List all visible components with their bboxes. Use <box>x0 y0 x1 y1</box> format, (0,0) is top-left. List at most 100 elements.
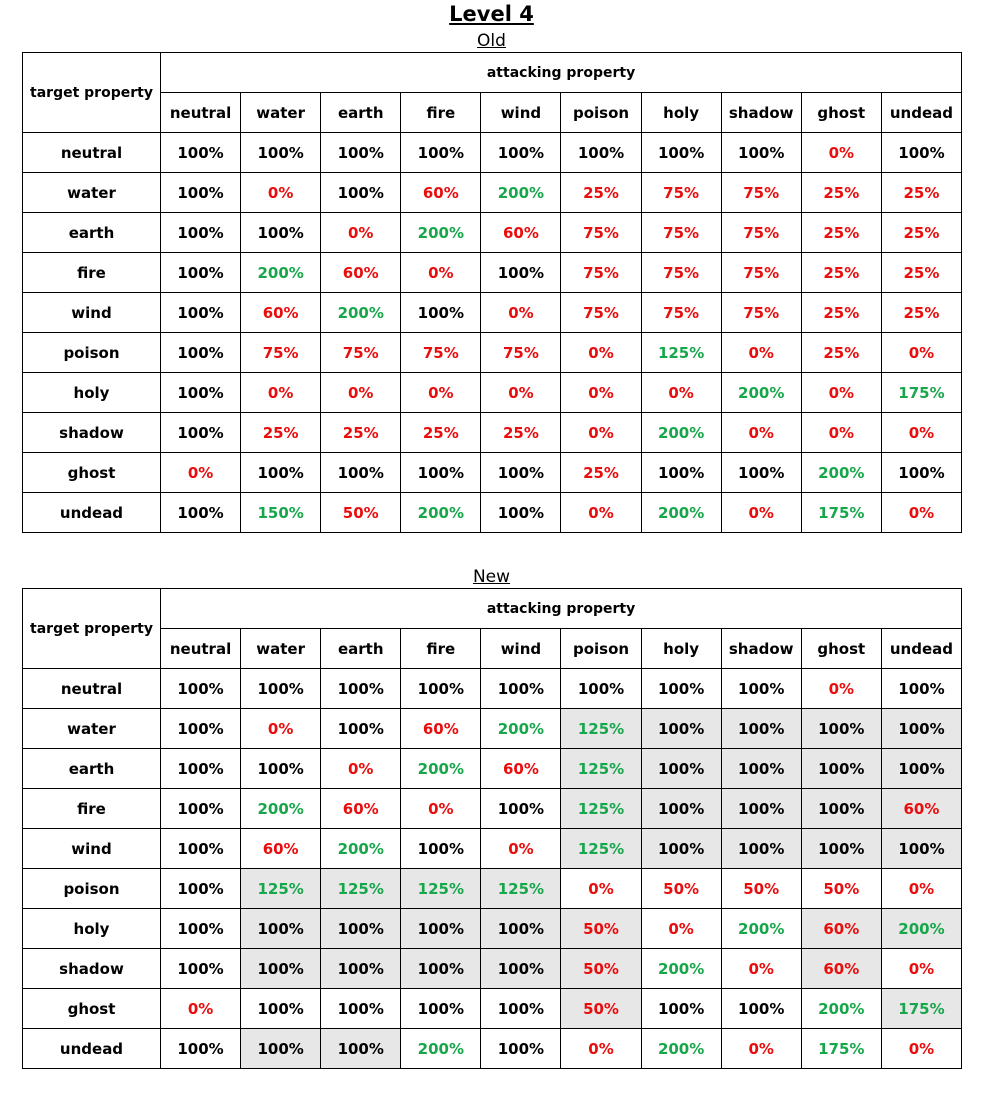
table-cell: 100% <box>720 748 802 789</box>
table-cell: 100% <box>720 668 802 709</box>
row-label-water: water <box>22 708 161 749</box>
column-header-ghost: ghost <box>800 92 882 133</box>
table-cell: 100% <box>640 748 722 789</box>
old-table-label: Old <box>477 31 506 51</box>
column-header-fire: fire <box>400 92 482 133</box>
table-cell: 175% <box>880 988 963 1029</box>
table-cell: 0% <box>720 332 802 373</box>
table-cell: 60% <box>400 708 482 749</box>
row-label-holy: holy <box>22 372 161 413</box>
table-cell: 100% <box>400 292 482 333</box>
table-cell: 0% <box>159 452 242 493</box>
table-cell: 50% <box>640 868 722 909</box>
table-cell: 125% <box>560 708 642 749</box>
table-row: water 100% 0% 100% 60% 200% 125% 100% 100% 100% 10… <box>22 708 963 749</box>
table-cell: 125% <box>480 868 562 909</box>
table-cell: 100% <box>320 908 402 949</box>
table-row: undead 100% 150% 50% 200% 100% 0% 200% 0% 175% 0% <box>22 492 963 533</box>
table-row: neutral 100% 100% 100% 100% 100% 100% 100% 100% 0… <box>22 668 963 709</box>
table-cell: 100% <box>400 908 482 949</box>
table-cell: 100% <box>159 172 242 213</box>
table-cell: 100% <box>560 668 642 709</box>
table-cell: 100% <box>320 452 402 493</box>
table-cell: 100% <box>320 132 402 173</box>
row-label-ghost: ghost <box>22 988 161 1029</box>
table-cell: 0% <box>320 748 402 789</box>
table-cell: 100% <box>159 412 242 453</box>
table-cell: 200% <box>320 828 402 869</box>
table-cell: 25% <box>400 412 482 453</box>
table-cell: 100% <box>480 988 562 1029</box>
table-cell: 100% <box>400 828 482 869</box>
table-cell: 100% <box>480 1028 562 1069</box>
table-cell: 0% <box>400 788 482 829</box>
table-cell: 100% <box>400 452 482 493</box>
table-cell: 100% <box>159 1028 242 1069</box>
table-cell: 200% <box>640 948 722 989</box>
table-cell: 100% <box>240 988 322 1029</box>
table-cell: 0% <box>720 1028 802 1069</box>
table-cell: 100% <box>800 788 882 829</box>
table-cell: 100% <box>880 452 963 493</box>
table-cell: 0% <box>800 372 882 413</box>
table-cell: 100% <box>720 788 802 829</box>
table-cell: 0% <box>880 412 963 453</box>
table-cell: 60% <box>480 748 562 789</box>
table-cell: 200% <box>240 252 322 293</box>
row-label-wind: wind <box>22 828 161 869</box>
table-cell: 200% <box>240 788 322 829</box>
header-row: target property attacking property <box>22 52 963 133</box>
table-cell: 0% <box>800 412 882 453</box>
table-cell: 125% <box>320 868 402 909</box>
table-cell: 0% <box>880 868 963 909</box>
row-label-water: water <box>22 172 161 213</box>
table-cell: 75% <box>640 212 722 253</box>
table-row: fire 100% 200% 60% 0% 100% 125% 100% 100% 100% 60% <box>22 788 963 829</box>
table-cell: 100% <box>800 708 882 749</box>
table-row: poison 100% 75% 75% 75% 75% 0% 125% 0% 25% 0% <box>22 332 963 373</box>
row-label-neutral: neutral <box>22 132 161 173</box>
table-cell: 75% <box>640 252 722 293</box>
table-cell: 100% <box>240 908 322 949</box>
table-cell: 100% <box>159 908 242 949</box>
column-header-poison: poison <box>560 628 642 669</box>
table-cell: 75% <box>560 252 642 293</box>
table-cell: 75% <box>640 292 722 333</box>
table-cell: 100% <box>480 668 562 709</box>
row-label-poison: poison <box>22 868 161 909</box>
table-cell: 100% <box>159 788 242 829</box>
table-cell: 100% <box>720 132 802 173</box>
table-cell: 100% <box>880 828 963 869</box>
table-cell: 100% <box>640 132 722 173</box>
table-cell: 200% <box>400 492 482 533</box>
table-cell: 25% <box>800 252 882 293</box>
table-cell: 100% <box>800 828 882 869</box>
table-cell: 100% <box>240 668 322 709</box>
row-label-fire: fire <box>22 252 161 293</box>
table-cell: 100% <box>400 668 482 709</box>
table-cell: 75% <box>720 212 802 253</box>
table-cell: 0% <box>560 1028 642 1069</box>
table-cell: 100% <box>560 132 642 173</box>
table-cell: 0% <box>720 948 802 989</box>
table-cell: 0% <box>880 492 963 533</box>
table-cell: 100% <box>480 452 562 493</box>
table-cell: 100% <box>159 868 242 909</box>
table-cell: 75% <box>400 332 482 373</box>
table-cell: 100% <box>720 452 802 493</box>
table-cell: 200% <box>880 908 963 949</box>
table-cell: 25% <box>560 452 642 493</box>
column-header-holy: holy <box>640 628 722 669</box>
row-header-label: target property <box>22 588 161 669</box>
table-cell: 0% <box>480 372 562 413</box>
table-cell: 100% <box>640 988 722 1029</box>
table-cell: 200% <box>400 212 482 253</box>
table-cell: 100% <box>159 332 242 373</box>
table-cell: 60% <box>240 292 322 333</box>
table-cell: 75% <box>320 332 402 373</box>
table-cell: 100% <box>240 452 322 493</box>
table-cell: 100% <box>320 172 402 213</box>
table-cell: 100% <box>240 212 322 253</box>
table-cell: 75% <box>240 332 322 373</box>
table-cell: 0% <box>159 988 242 1029</box>
